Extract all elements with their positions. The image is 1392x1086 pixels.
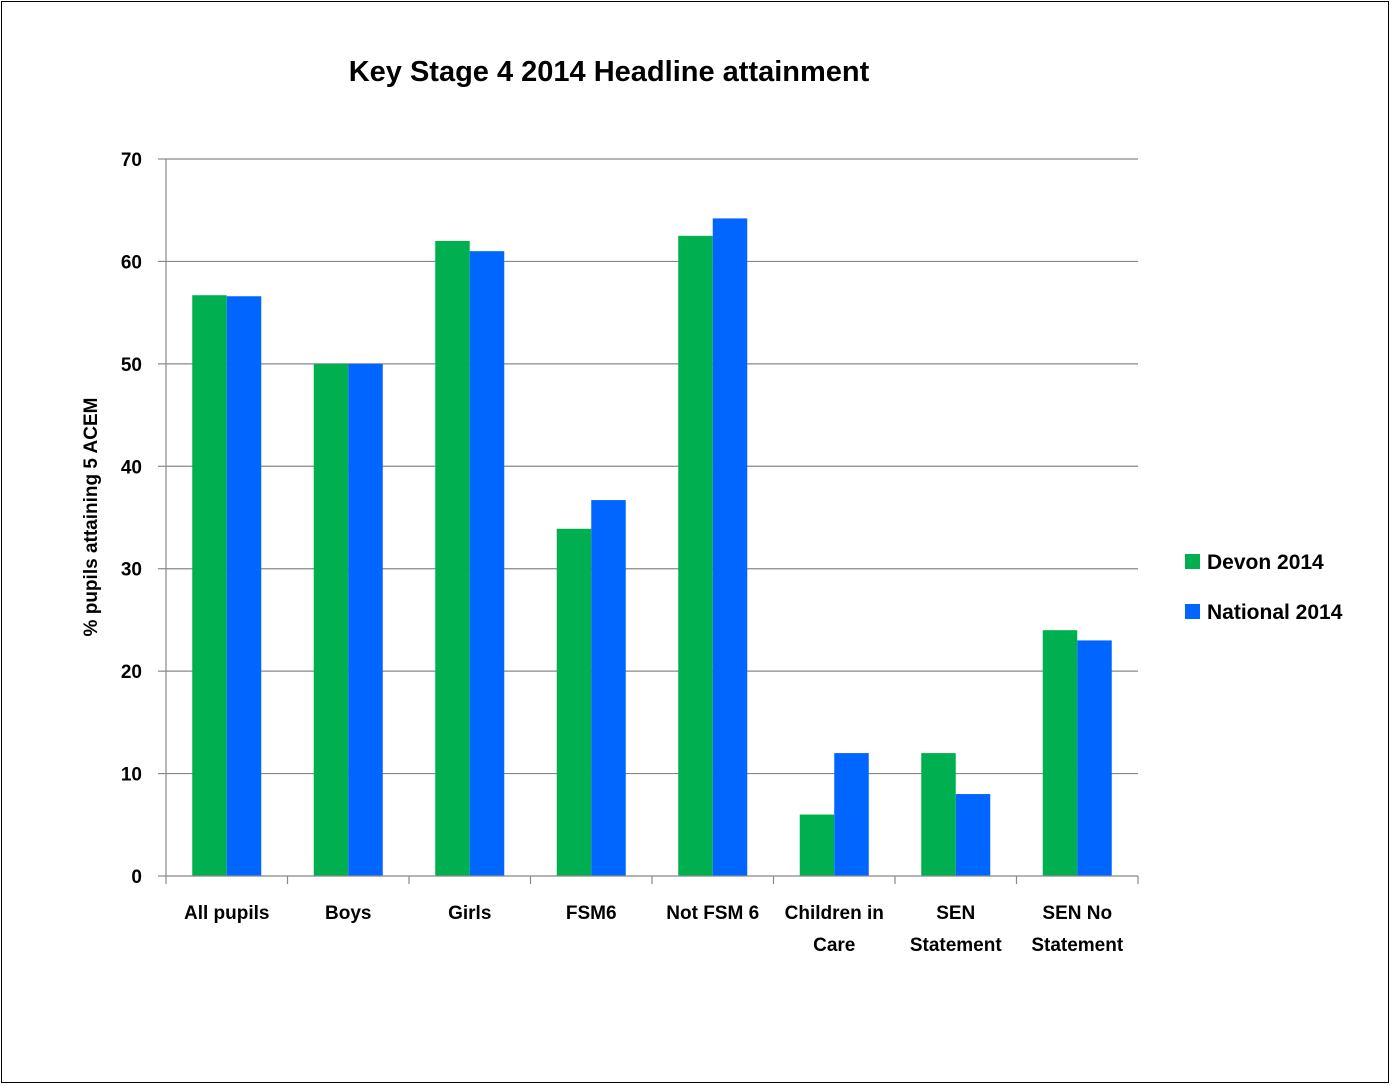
bar-national: [1077, 640, 1112, 876]
legend-swatch: [1185, 604, 1200, 619]
x-tick-label: Girls: [448, 903, 491, 924]
bar-devon: [557, 529, 592, 876]
y-tick-label: 10: [121, 765, 142, 786]
axes: [166, 159, 1138, 884]
y-tick-label: 40: [121, 457, 142, 478]
legend-label: National 2014: [1207, 601, 1343, 624]
bar-national: [834, 753, 869, 876]
x-tick-label: SEN No: [1042, 903, 1112, 924]
bars: [192, 218, 1112, 876]
legend-label: Devon 2014: [1207, 551, 1324, 574]
y-axis-title: % pupils attaining 5 ACEM: [81, 398, 102, 637]
bar-national: [227, 296, 262, 876]
y-tick-label: 0: [131, 867, 142, 888]
bar-devon: [678, 236, 713, 876]
y-tick-label: 30: [121, 560, 142, 581]
bar-devon: [1043, 630, 1078, 876]
legend: Devon 2014 National 2014: [1185, 551, 1343, 624]
bar-national: [713, 218, 748, 876]
y-tick-labels: 0 10 20 30 40 50 60 70: [121, 150, 142, 888]
bar-national: [348, 364, 383, 876]
bar-national: [956, 794, 991, 876]
bar-national: [591, 500, 626, 876]
bar-devon: [435, 241, 470, 876]
y-tick-label: 60: [121, 252, 142, 273]
bar-devon: [192, 295, 227, 876]
x-tick-label: Care: [813, 935, 855, 956]
legend-swatch: [1185, 554, 1200, 569]
bar-devon: [800, 815, 835, 876]
x-tick-label: Boys: [325, 903, 371, 924]
bar-devon: [921, 753, 956, 876]
x-tick-label: Statement: [910, 935, 1003, 956]
y-tick-label: 50: [121, 355, 142, 376]
gridlines: [158, 159, 1138, 876]
x-tick-label: FSM6: [566, 903, 617, 924]
bar-national: [470, 251, 505, 876]
x-tick-labels: All pupils Boys Girls FSM6 Not FSM 6 Children…: [184, 903, 1124, 956]
x-tick-label: Not FSM 6: [666, 903, 759, 924]
x-tick-label: Statement: [1031, 935, 1124, 956]
x-tick-label: All pupils: [184, 903, 270, 924]
x-tick-label: SEN: [936, 903, 975, 924]
y-tick-label: 70: [121, 150, 142, 171]
chart-title: Key Stage 4 2014 Headline attainment: [349, 56, 870, 88]
bar-devon: [314, 364, 349, 876]
y-tick-label: 20: [121, 662, 142, 683]
x-tick-label: Children in: [785, 903, 884, 924]
